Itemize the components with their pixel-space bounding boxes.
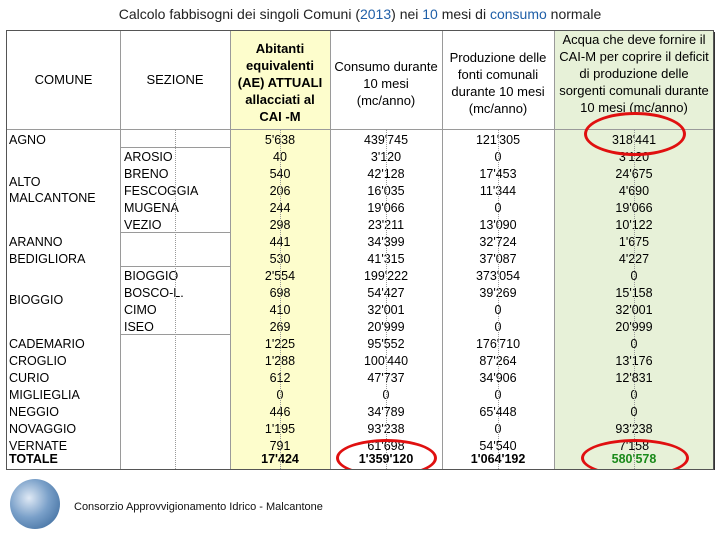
cell-comune: MIGLIEGLIA [9, 388, 80, 402]
acqua-column-background [554, 31, 713, 469]
cell-abitanti: 1'225 [264, 337, 296, 351]
cell-sezione: CIMO [124, 303, 157, 317]
cell-sezione: BRENO [124, 167, 169, 181]
highlight-circle-consumo-total [336, 439, 437, 469]
cell-abitanti: 1'195 [264, 422, 296, 436]
cell-sezione: ISEO [124, 320, 154, 334]
header-consumo: Consumo durante 10 mesi (mc/anno) [334, 59, 438, 108]
cell-sezione: BIOGGIO [124, 269, 179, 283]
total-abitanti: 17'424 [261, 452, 299, 466]
column-divider [554, 31, 555, 469]
cell-abitanti: 5'638 [264, 133, 296, 147]
cell-abitanti: 530 [269, 252, 291, 266]
cell-produzione: 0 [494, 303, 502, 317]
group-label-alto-malcantone: ALTO MALCANTONE [9, 175, 96, 205]
cell-comune: VERNATE [9, 439, 68, 453]
cell-abitanti: 269 [269, 320, 291, 334]
cell-abitanti: 2'554 [264, 269, 296, 283]
cell-abitanti: 1'288 [264, 354, 296, 368]
cell-consumo: 100'440 [363, 354, 409, 368]
cell-comune: BEDIGLIORA [9, 252, 86, 266]
cell-acqua: 0 [630, 269, 638, 283]
dotted-gridline [498, 129, 499, 469]
dotted-gridline [280, 129, 281, 469]
header-sezione: SEZIONE [146, 72, 204, 87]
cell-abitanti: 540 [269, 167, 291, 181]
cell-sezione: BOSCO-L. [124, 286, 184, 300]
cell-abitanti: 698 [269, 286, 291, 300]
cell-consumo: 199'222 [363, 269, 409, 283]
group-label-bioggio: BIOGGIO [9, 293, 64, 307]
cell-produzione: 0 [494, 201, 502, 215]
cell-abitanti: 206 [269, 184, 291, 198]
data-table: COMUNE SEZIONE Abitanti equivalenti (AE)… [6, 30, 714, 470]
footer-organization: Consorzio Approvvigionamento Idrico - Ma… [74, 501, 323, 513]
cell-comune: NOVAGGIO [9, 422, 77, 436]
cell-abitanti: 446 [269, 405, 291, 419]
cell-comune: ARANNO [9, 235, 63, 249]
cell-abitanti: 612 [269, 371, 291, 385]
cell-abitanti: 441 [269, 235, 291, 249]
cell-abitanti: 298 [269, 218, 291, 232]
page-title: Calcolo fabbisogni dei singoli Comuni (2… [118, 6, 602, 22]
cell-acqua: 0 [630, 337, 638, 351]
cell-produzione: 0 [494, 320, 502, 334]
column-divider [230, 31, 231, 469]
column-divider [442, 31, 443, 469]
cell-comune: CURIO [9, 371, 50, 385]
cell-produzione: 373'054 [475, 269, 521, 283]
header-comune: COMUNE [34, 72, 93, 87]
cell-produzione: 176'710 [475, 337, 521, 351]
cell-abitanti: 244 [269, 201, 291, 215]
cell-sezione: MUGENA [124, 201, 179, 215]
cell-acqua: 0 [630, 405, 638, 419]
section-divider [120, 232, 230, 233]
dotted-gridline [386, 129, 387, 469]
cell-acqua: 4'227 [618, 252, 650, 266]
cell-consumo: 0 [382, 388, 390, 402]
cell-produzione: 0 [494, 150, 502, 164]
header-produzione: Produzione delle fonti comunali durante … [449, 50, 547, 116]
cell-abitanti: 791 [269, 439, 291, 453]
cell-comune: AGNO [9, 133, 46, 147]
cell-comune: NEGGIO [9, 405, 60, 419]
cell-consumo: 3'120 [370, 150, 402, 164]
section-divider [120, 147, 230, 148]
header-divider [7, 129, 713, 130]
cell-produzione: 121'305 [475, 133, 521, 147]
cell-acqua: 4'690 [618, 184, 650, 198]
section-divider [120, 266, 230, 267]
cell-abitanti: 410 [269, 303, 291, 317]
cell-abitanti: 0 [276, 388, 284, 402]
cell-sezione: AROSIO [124, 150, 173, 164]
highlight-circle-agno-acqua [584, 112, 686, 156]
total-produzione: 1'064'192 [470, 452, 526, 466]
cell-acqua: 1'675 [618, 235, 650, 249]
cell-acqua: 0 [630, 388, 638, 402]
highlight-circle-acqua-total [581, 439, 689, 469]
dotted-gridline [175, 129, 176, 469]
globe-logo-icon [10, 479, 60, 529]
column-divider [330, 31, 331, 469]
cell-produzione: 0 [494, 388, 502, 402]
cell-consumo: 439'745 [363, 133, 409, 147]
column-divider [120, 31, 121, 469]
header-acqua: Acqua che deve fornire il CAI-M per copr… [559, 32, 709, 115]
cell-sezione: FESCOGGIA [124, 184, 199, 198]
section-divider [120, 334, 230, 335]
cell-comune: CROGLIO [9, 354, 67, 368]
header-abitanti: Abitanti equivalenti (AE) ATTUALI allacc… [237, 41, 323, 124]
dotted-gridline [634, 129, 635, 469]
cell-sezione: VEZIO [124, 218, 162, 232]
cell-produzione: 0 [494, 422, 502, 436]
cell-comune: CADEMARIO [9, 337, 85, 351]
total-label: TOTALE [9, 452, 58, 466]
